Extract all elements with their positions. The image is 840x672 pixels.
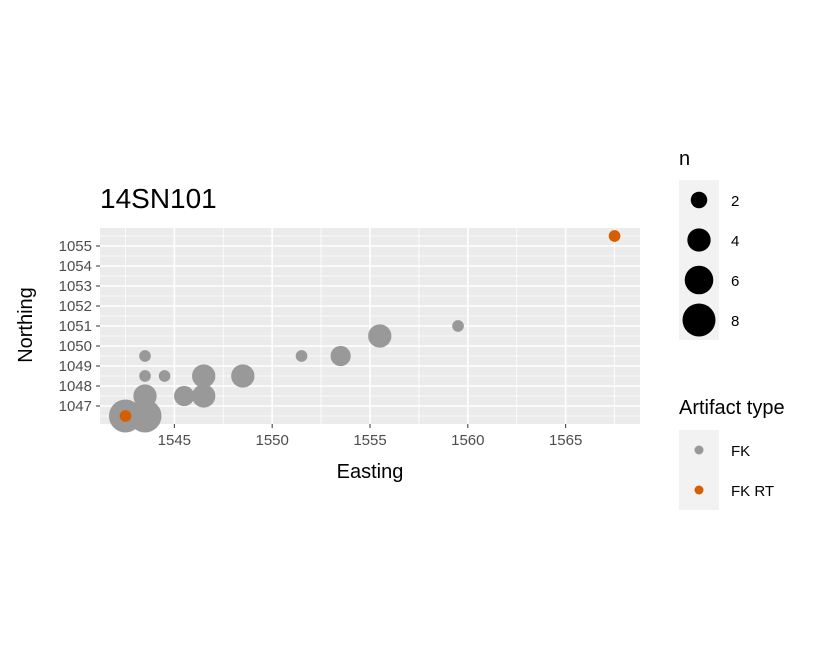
y-axis-ticks: 1047 1048 1049 1050 1051 1052 1053 1054 1055 <box>59 238 100 415</box>
size-legend-label: 4 <box>731 233 739 250</box>
point-fk <box>158 370 171 382</box>
size-legend-key <box>684 265 714 295</box>
point-fk <box>174 385 195 407</box>
y-tick-label: 1050 <box>59 338 92 355</box>
point-fk <box>231 364 255 388</box>
point-fk <box>139 350 151 362</box>
color-legend-title: Artifact type <box>679 397 785 419</box>
point-fk <box>139 370 151 382</box>
y-tick-label: 1049 <box>59 358 92 375</box>
point-fk <box>192 384 216 408</box>
point-fk-rt <box>119 410 132 422</box>
size-legend: n 2 4 6 8 <box>679 148 739 340</box>
size-legend-key <box>690 191 708 209</box>
color-legend-key <box>694 445 704 455</box>
x-tick-label: 1560 <box>451 432 484 449</box>
y-tick-label: 1048 <box>59 378 92 395</box>
y-tick-label: 1052 <box>59 298 92 315</box>
y-tick-label: 1055 <box>59 238 92 255</box>
x-tick-label: 1555 <box>353 432 386 449</box>
point-fk <box>330 345 351 367</box>
color-legend-label: FK RT <box>731 483 774 500</box>
x-axis-label: Easting <box>337 461 404 483</box>
x-tick-label: 1565 <box>549 432 582 449</box>
size-legend-title: n <box>679 148 690 170</box>
size-legend-key <box>687 228 711 252</box>
point-fk <box>452 320 464 332</box>
color-legend: Artifact type FK FK RT <box>679 397 785 510</box>
y-tick-label: 1047 <box>59 398 92 415</box>
size-legend-label: 6 <box>731 273 739 290</box>
size-legend-label: 8 <box>731 313 739 330</box>
y-tick-label: 1054 <box>59 258 92 275</box>
size-legend-key <box>682 303 716 337</box>
y-axis-label: Northing <box>15 287 37 363</box>
x-axis-ticks: 1545 1550 1555 1560 1565 <box>158 424 582 449</box>
point-fk <box>295 350 308 362</box>
y-tick-label: 1053 <box>59 278 92 295</box>
color-legend-key <box>694 485 704 495</box>
point-fk <box>128 399 162 433</box>
color-legend-key-background <box>679 430 719 510</box>
point-fk <box>133 384 157 408</box>
y-tick-label: 1051 <box>59 318 92 335</box>
data-points <box>108 230 621 433</box>
x-tick-label: 1550 <box>255 432 288 449</box>
size-legend-label: 2 <box>731 193 739 210</box>
chart-title: 14SN101 <box>100 183 217 214</box>
point-fk <box>192 364 216 388</box>
color-legend-label: FK <box>731 443 750 460</box>
grid-major <box>100 228 640 424</box>
point-fk-rt <box>608 230 621 242</box>
x-tick-label: 1545 <box>158 432 191 449</box>
point-fk <box>368 324 392 348</box>
